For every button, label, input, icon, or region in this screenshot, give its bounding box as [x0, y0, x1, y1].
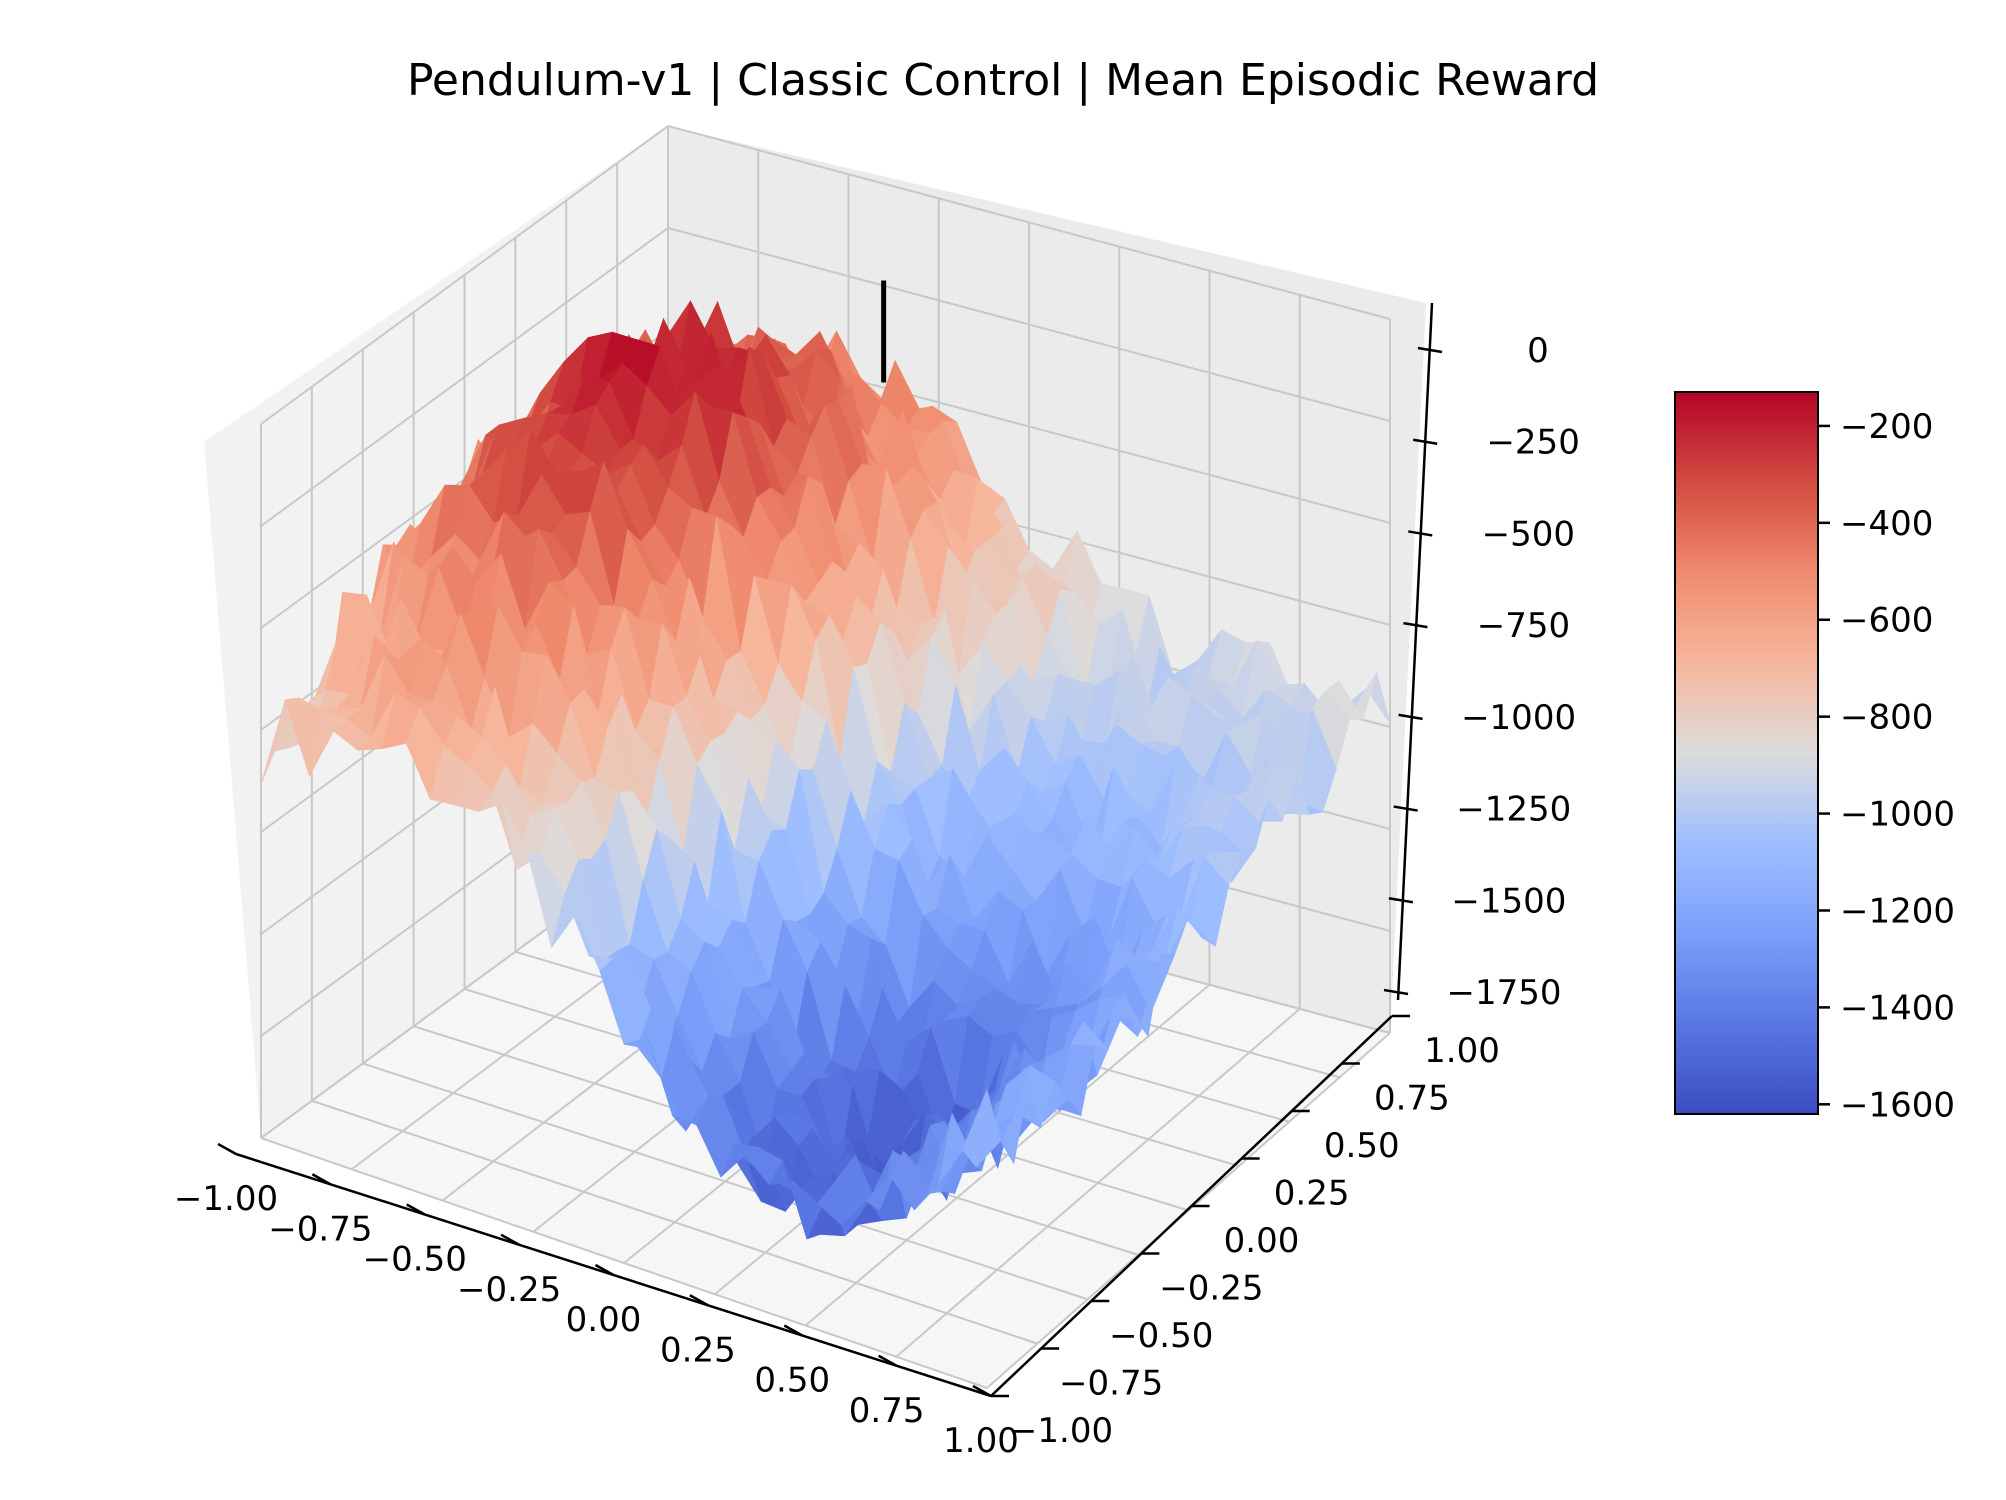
z-tick-mark	[1417, 346, 1443, 354]
colorbar-tick-label: −1000	[1840, 795, 1955, 835]
z-axis-line	[1396, 302, 1434, 1001]
surface	[260, 300, 1391, 1240]
x-tick-mark	[594, 1263, 615, 1277]
x-tick-label: 1.00	[943, 1421, 1019, 1461]
x-tick-mark	[783, 1324, 803, 1337]
grid-line	[895, 1008, 1301, 1358]
grid-line	[667, 227, 1391, 422]
y-tick-label: 0.75	[1374, 1079, 1450, 1119]
x-tick-mark	[406, 1203, 426, 1216]
z-tick-label: −750	[1477, 606, 1570, 646]
x-tick-label: −1.00	[174, 1179, 278, 1219]
z-tick-label: −500	[1482, 514, 1575, 554]
y-tick-label: −1.00	[1009, 1411, 1113, 1451]
x-tick-mark	[972, 1384, 992, 1398]
y-tick-label: 0.50	[1324, 1126, 1400, 1166]
z-tick-mark	[1393, 805, 1418, 812]
colorbar-tick-label: −800	[1840, 698, 1933, 738]
y-tick-label: −0.50	[1109, 1316, 1213, 1356]
y-tick-label: 0.25	[1274, 1174, 1350, 1214]
y-tick-label: −0.25	[1159, 1269, 1263, 1309]
colorbar-tick-label: −600	[1840, 601, 1933, 641]
grid-line	[260, 227, 669, 527]
z-tick-label: −1750	[1446, 973, 1561, 1013]
y-tick-label: 1.00	[1424, 1031, 1500, 1071]
y-tick-label: −0.75	[1059, 1364, 1163, 1404]
z-tick-mark	[1388, 897, 1414, 904]
grid-line	[260, 125, 669, 425]
z-tick-label: 0	[1527, 331, 1549, 371]
grid-line	[667, 125, 1391, 320]
x-tick-mark	[878, 1354, 898, 1367]
y-tick-label: 0.00	[1224, 1221, 1300, 1261]
surface-facet	[962, 1088, 1001, 1168]
x-tick-mark	[689, 1294, 709, 1307]
x-tick-mark	[311, 1173, 331, 1186]
x-tick-mark	[217, 1142, 237, 1156]
x-tick-label: 0.25	[660, 1330, 736, 1370]
x-tick-label: −0.50	[363, 1240, 467, 1280]
x-axis-ticks: −1.00−0.75−0.50−0.250.00 0.25 0.50 0.75 1.00	[174, 1142, 1019, 1461]
colorbar-tick-label: −1200	[1840, 891, 1955, 931]
z-tick-label: −1250	[1456, 790, 1571, 830]
colorbar-tick-label: −400	[1840, 504, 1933, 544]
x-tick-label: 0.00	[566, 1300, 642, 1340]
colorbar-gradient	[1674, 391, 1819, 1115]
z-tick-label: −250	[1486, 423, 1579, 463]
z-tick-mark	[1408, 530, 1433, 537]
x-tick-label: −0.75	[268, 1209, 372, 1249]
grid-line	[804, 983, 1211, 1327]
x-tick-mark	[500, 1233, 520, 1246]
y-axis-ticks: −1.00 −0.75 −0.50 −0.25 0.00 0.25 0.50 0.75 1.00	[991, 1014, 1500, 1451]
colorbar-tick-label: −200	[1840, 407, 1933, 447]
colorbar-ticks: −200 −400 −600 −800 −1000 −1200 −1400 −1600	[1818, 407, 1955, 1125]
colorbar-tick-label: −1400	[1840, 988, 1955, 1028]
x-tick-label: 0.50	[754, 1361, 830, 1401]
z-tick-label: −1500	[1451, 881, 1566, 921]
z-tick-label: −1000	[1461, 698, 1576, 738]
x-tick-label: 0.75	[849, 1391, 925, 1431]
x-tick-label: −0.25	[457, 1270, 561, 1310]
z-axis-ticks: 0 −250 −500 −750 −1000 −1250 −1500 −1750	[1383, 331, 1580, 1013]
z-tick-mark	[1403, 621, 1428, 629]
z-tick-mark	[1398, 713, 1423, 721]
colorbar: −200 −400 −600 −800 −1000 −1200 −1400 −1600	[1674, 391, 1955, 1125]
z-tick-mark	[1383, 988, 1409, 996]
z-tick-mark	[1412, 438, 1438, 445]
colorbar-tick-label: −1600	[1840, 1085, 1955, 1125]
chart-title: Pendulum-v1 | Classic Control | Mean Epi…	[407, 55, 1599, 106]
